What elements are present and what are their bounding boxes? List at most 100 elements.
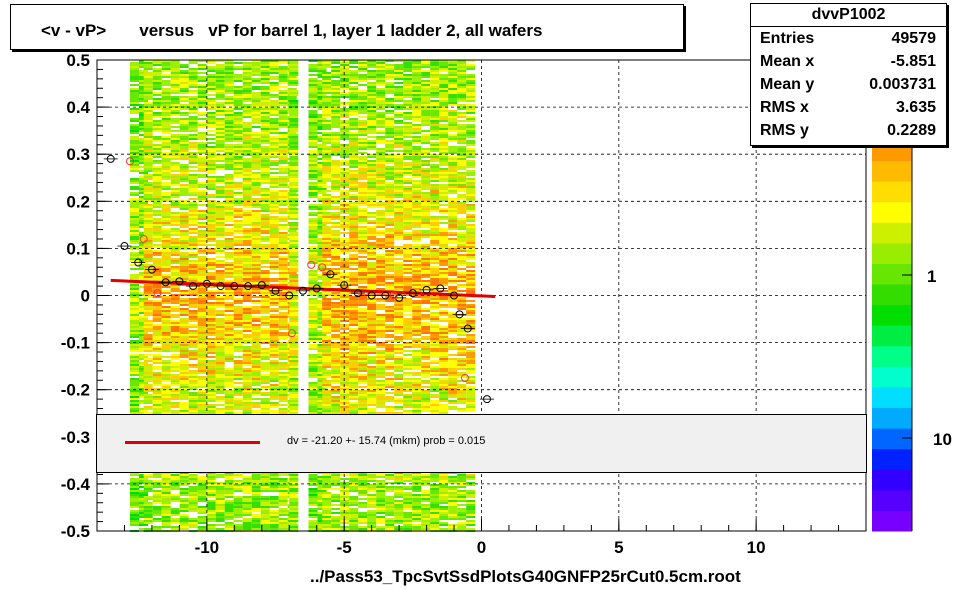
heat-cell — [188, 502, 198, 504]
heat-cell — [308, 332, 318, 334]
heat-cell — [143, 194, 153, 196]
heat-cell — [269, 162, 279, 164]
heat-cell — [143, 112, 153, 114]
heat-cell — [188, 228, 198, 230]
heat-cell — [466, 64, 476, 66]
heat-cell — [143, 238, 153, 240]
heat-cell — [260, 516, 270, 518]
heat-cell — [466, 88, 476, 90]
heat-cell — [376, 102, 386, 104]
heat-cell — [188, 354, 198, 356]
heat-cell — [331, 114, 341, 116]
heat-cell — [161, 186, 171, 188]
heat-cell — [242, 514, 252, 516]
heat-cell — [197, 158, 207, 160]
heat-cell — [412, 66, 422, 68]
heat-cell — [412, 96, 422, 98]
heat-cell — [457, 112, 467, 114]
heat-cell — [242, 122, 252, 124]
heat-cell — [385, 82, 395, 84]
heat-cell — [139, 300, 148, 302]
heat-cell — [206, 408, 216, 410]
heat-cell — [308, 120, 318, 122]
heat-cell — [143, 246, 153, 248]
heat-cell — [188, 118, 198, 120]
heat-cell — [152, 126, 162, 128]
heat-cell — [224, 80, 234, 82]
heat-cell — [233, 220, 243, 222]
heat-cell — [269, 308, 279, 310]
heat-cell — [457, 72, 467, 74]
heat-cell — [143, 230, 153, 232]
heat-cell — [269, 528, 279, 530]
heat-cell — [412, 110, 422, 112]
heat-cell — [308, 168, 318, 170]
heat-cell — [308, 188, 318, 190]
heat-cell — [215, 386, 225, 388]
heat-cell — [251, 72, 261, 74]
heat-cell — [143, 204, 153, 206]
heat-cell — [188, 324, 198, 326]
heat-cell — [242, 96, 252, 98]
heat-cell — [161, 258, 171, 260]
heat-cell — [278, 508, 288, 510]
heat-cell — [197, 240, 207, 242]
heat-cell — [412, 76, 422, 78]
heat-cell — [269, 138, 279, 140]
heat-cell — [260, 300, 270, 302]
heat-cell — [233, 262, 243, 264]
heat-cell — [206, 472, 216, 474]
heat-cell — [242, 280, 252, 282]
heat-cell — [170, 374, 180, 376]
heat-cell — [206, 194, 216, 196]
heat-cell — [206, 98, 216, 100]
heat-cell — [289, 200, 299, 202]
heat-cell — [206, 386, 216, 388]
heat-cell — [161, 388, 171, 390]
heat-cell — [188, 274, 198, 276]
heat-cell — [317, 208, 327, 210]
heat-cell — [179, 256, 189, 258]
heat-cell — [260, 226, 270, 228]
heat-cell — [130, 356, 139, 358]
heat-cell — [152, 398, 162, 400]
heat-cell — [242, 390, 252, 392]
heat-cell — [278, 398, 288, 400]
heat-cell — [139, 140, 148, 142]
heat-cell — [233, 188, 243, 190]
heat-cell — [152, 272, 162, 274]
heat-cell — [170, 224, 180, 226]
heat-cell — [224, 522, 234, 524]
heat-cell — [143, 114, 153, 116]
heat-cell — [224, 188, 234, 190]
heat-cell — [289, 250, 299, 252]
heat-cell — [233, 92, 243, 94]
heat-cell — [233, 148, 243, 150]
heat-cell — [130, 518, 139, 520]
heat-cell — [331, 102, 341, 104]
heat-cell — [412, 86, 422, 88]
heat-cell — [130, 316, 139, 318]
heat-cell — [179, 492, 189, 494]
heat-cell — [161, 94, 171, 96]
heat-cell — [188, 72, 198, 74]
heat-cell — [130, 314, 139, 316]
heat-cell — [289, 314, 299, 316]
heat-cell — [412, 74, 422, 76]
heat-cell — [161, 314, 171, 316]
heat-cell — [215, 160, 225, 162]
heat-cell — [179, 482, 189, 484]
heat-cell — [289, 242, 299, 244]
heat-cell — [242, 70, 252, 72]
heat-cell — [188, 292, 198, 294]
heat-cell — [152, 408, 162, 410]
heat-cell — [139, 226, 148, 228]
heat-cell — [278, 280, 288, 282]
heat-cell — [188, 98, 198, 100]
heat-cell — [206, 244, 216, 246]
heat-cell — [170, 244, 180, 246]
heat-cell — [170, 140, 180, 142]
heat-cell — [206, 280, 216, 282]
heat-cell — [206, 210, 216, 212]
heat-cell — [251, 126, 261, 128]
